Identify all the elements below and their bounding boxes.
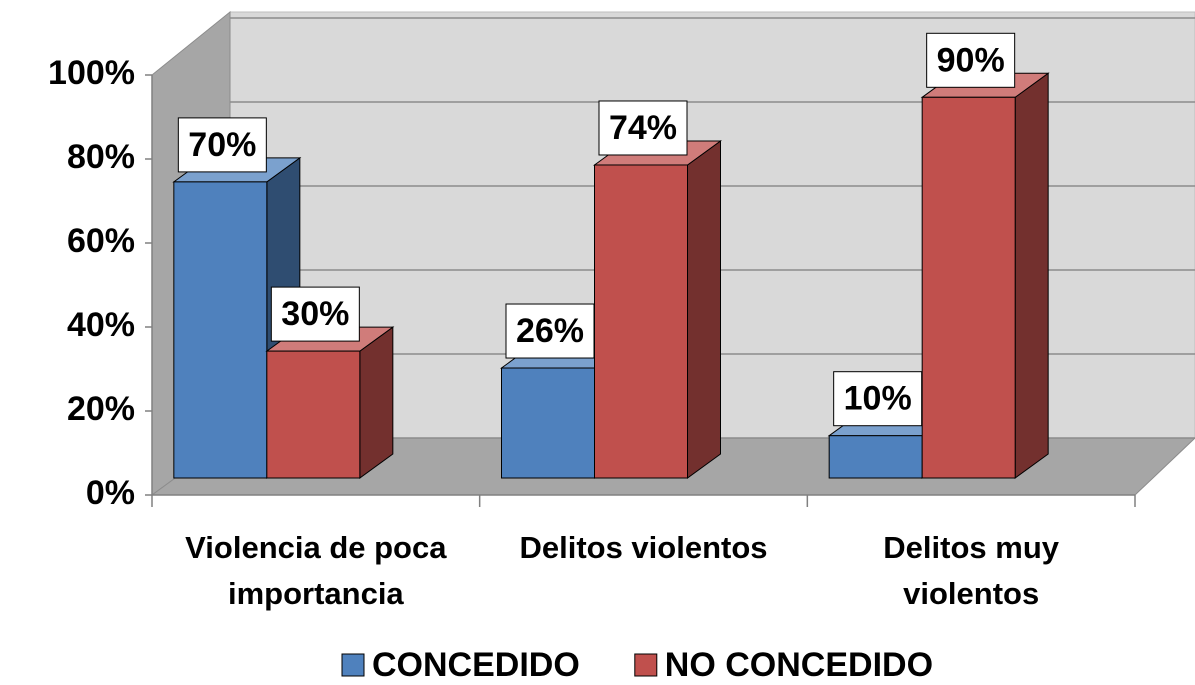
data-label-box <box>270 286 360 342</box>
data-label: 70% <box>188 126 256 164</box>
data-label: 74% <box>609 109 677 147</box>
bar-side <box>1014 72 1049 479</box>
x-tick-label: Delitos muy violentos <box>883 530 1060 611</box>
x-tick-label: Violencia de poca importancia <box>185 530 447 611</box>
data-label: 26% <box>516 312 584 350</box>
bar-front <box>266 350 361 479</box>
bar <box>265 326 395 479</box>
bar <box>592 139 723 479</box>
y-tick-label: 0% <box>86 474 135 512</box>
data-label: 30% <box>281 295 349 333</box>
legend-swatch <box>341 653 365 677</box>
data-label: 10% <box>844 380 912 418</box>
y-tick-label: 60% <box>67 222 135 260</box>
legend-label: CONCEDIDO <box>372 646 580 684</box>
data-label-box <box>505 303 595 359</box>
bar-front <box>594 164 688 479</box>
data-label-box <box>598 100 688 156</box>
legend-label: NO CONCEDIDO <box>665 646 933 684</box>
y-tick-label: 40% <box>67 306 135 344</box>
bar-side <box>359 326 394 479</box>
data-label: 90% <box>937 41 1005 79</box>
bar-front <box>173 181 268 479</box>
bar-front <box>921 96 1016 479</box>
y-tick-label: 80% <box>67 138 135 176</box>
bar-side <box>687 139 721 479</box>
x-tick-label: Delitos violentos <box>519 530 768 565</box>
data-label-box <box>833 371 923 427</box>
data-label-box <box>177 117 267 173</box>
bar <box>920 72 1050 479</box>
data-label-box <box>926 32 1016 88</box>
y-tick-label: 100% <box>48 54 135 92</box>
legend-swatch <box>634 653 658 677</box>
y-tick-label: 20% <box>67 390 135 428</box>
bar-front <box>828 435 923 479</box>
bar-front <box>501 367 595 479</box>
